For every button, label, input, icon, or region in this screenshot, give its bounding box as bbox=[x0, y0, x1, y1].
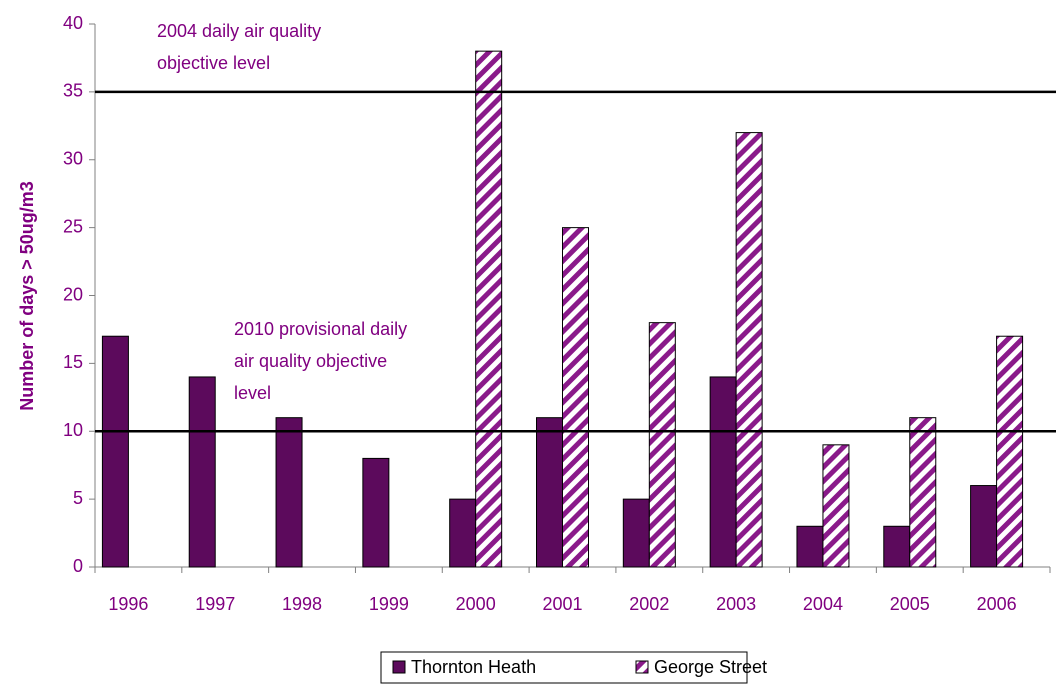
reference-label: 2010 provisional daily bbox=[234, 319, 407, 339]
legend-box bbox=[380, 651, 748, 684]
bar bbox=[275, 417, 303, 568]
bar bbox=[909, 417, 937, 568]
y-axis-label: Number of days > 50ug/m3 bbox=[17, 181, 37, 411]
bar bbox=[648, 322, 676, 568]
y-tick-label: 0 bbox=[73, 556, 83, 576]
bar bbox=[362, 457, 390, 568]
bar bbox=[883, 525, 911, 568]
bar bbox=[709, 376, 737, 568]
reference-label: 2004 daily air quality bbox=[157, 21, 321, 41]
bar bbox=[622, 498, 650, 568]
bar bbox=[188, 376, 216, 568]
bar bbox=[822, 444, 850, 568]
reference-label: objective level bbox=[157, 53, 270, 73]
y-tick-label: 15 bbox=[63, 352, 83, 372]
y-tick-label: 30 bbox=[63, 149, 83, 169]
legend-label: George Street bbox=[654, 657, 767, 677]
reference-label: level bbox=[234, 383, 271, 403]
bar bbox=[562, 227, 589, 568]
legend-swatch bbox=[635, 660, 649, 674]
y-tick-label: 10 bbox=[63, 420, 83, 440]
x-tick-label: 1998 bbox=[282, 594, 322, 614]
y-tick-label: 25 bbox=[63, 216, 83, 236]
y-tick-label: 35 bbox=[63, 81, 83, 101]
x-tick-label: 2006 bbox=[977, 594, 1017, 614]
x-tick-label: 1997 bbox=[195, 594, 235, 614]
bar bbox=[735, 132, 763, 568]
x-tick-label: 2004 bbox=[803, 594, 843, 614]
y-tick-label: 20 bbox=[63, 284, 83, 304]
y-tick-label: 5 bbox=[73, 488, 83, 508]
bar bbox=[449, 498, 477, 568]
y-tick-label: 40 bbox=[63, 13, 83, 33]
bar bbox=[475, 50, 503, 568]
bar bbox=[536, 417, 563, 568]
bar bbox=[796, 525, 824, 568]
legend-label: Thornton Heath bbox=[411, 657, 536, 677]
x-tick-label: 1996 bbox=[108, 594, 148, 614]
bar bbox=[101, 335, 129, 568]
x-tick-label: 1999 bbox=[369, 594, 409, 614]
x-tick-label: 2001 bbox=[542, 594, 582, 614]
x-tick-label: 2005 bbox=[890, 594, 930, 614]
x-tick-label: 2000 bbox=[456, 594, 496, 614]
bar bbox=[970, 485, 998, 568]
x-tick-label: 2003 bbox=[716, 594, 756, 614]
legend-swatch bbox=[392, 660, 406, 674]
reference-label: air quality objective bbox=[234, 351, 387, 371]
x-tick-label: 2002 bbox=[629, 594, 669, 614]
bar bbox=[996, 335, 1024, 568]
